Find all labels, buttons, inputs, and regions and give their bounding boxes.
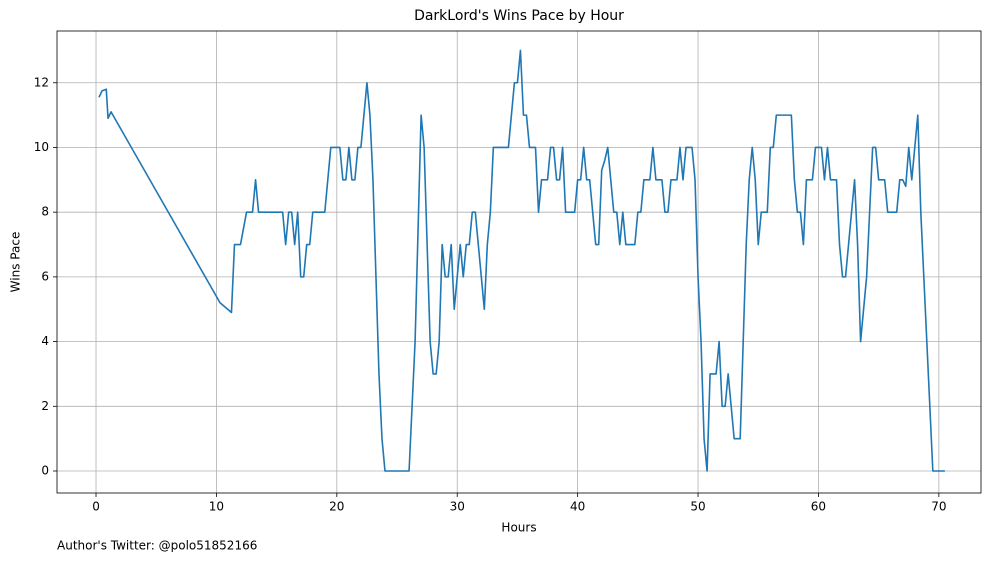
y-tick-label: 4 — [41, 334, 49, 348]
x-tick-label: 40 — [570, 500, 585, 514]
x-tick-label: 70 — [931, 500, 946, 514]
x-tick-label: 10 — [209, 500, 224, 514]
y-tick-label: 0 — [41, 464, 49, 478]
x-tick-label: 30 — [450, 500, 465, 514]
y-axis-label: Wins Pace — [9, 232, 23, 293]
y-tick-label: 10 — [34, 140, 49, 154]
x-axis-label: Hours — [501, 521, 536, 535]
x-tick-label: 20 — [329, 500, 344, 514]
y-tick-label: 8 — [41, 205, 49, 219]
footnote: Author's Twitter: @polo51852166 — [57, 539, 257, 553]
y-tick-label: 12 — [34, 75, 49, 89]
chart-title: DarkLord's Wins Pace by Hour — [414, 8, 624, 24]
plot-frame — [56, 30, 982, 494]
x-tick-label: 0 — [92, 500, 100, 514]
y-tick-label: 2 — [41, 399, 49, 413]
x-tick-label: 50 — [690, 500, 705, 514]
y-tick-label: 6 — [41, 269, 49, 283]
data-line — [98, 49, 945, 472]
x-tick-label: 60 — [811, 500, 826, 514]
